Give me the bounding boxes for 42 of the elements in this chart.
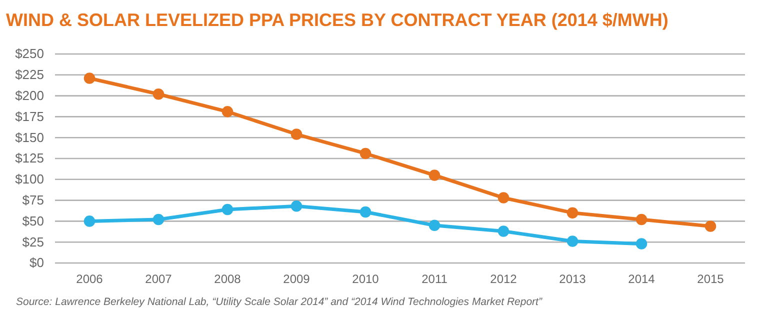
y-tick-label: $225 xyxy=(15,67,44,82)
point xyxy=(566,207,578,218)
point xyxy=(152,214,164,226)
x-tick-label: 2010 xyxy=(352,272,380,286)
x-tick-label: 2013 xyxy=(559,272,586,286)
y-tick-label: $0 xyxy=(30,255,44,270)
y-tick-label: $150 xyxy=(15,130,44,145)
point xyxy=(498,226,510,237)
x-tick-label: 2012 xyxy=(490,272,518,286)
x-tick-label: 2014 xyxy=(628,272,656,286)
point xyxy=(428,170,440,181)
y-tick-label: $175 xyxy=(15,108,44,124)
x-tick-label: 2015 xyxy=(697,272,724,286)
y-tick-label: $75 xyxy=(22,192,44,208)
y-tick-label: $250 xyxy=(15,46,44,62)
point xyxy=(498,192,510,204)
point xyxy=(290,128,302,140)
x-tick-label: 2006 xyxy=(76,272,104,286)
y-tick-label: $100 xyxy=(15,172,44,187)
y-tick-label: $50 xyxy=(22,213,44,228)
point xyxy=(222,106,234,118)
point xyxy=(152,88,164,100)
x-tick-label: 2007 xyxy=(145,272,172,286)
point xyxy=(566,236,578,247)
chart-title: WIND & SOLAR LEVELIZED PPA PRICES BY CONTRACT YEAR (2014 $/MWH) xyxy=(6,10,668,30)
point xyxy=(84,72,96,84)
point xyxy=(428,220,440,232)
point xyxy=(222,204,234,216)
point xyxy=(360,206,372,218)
y-tick-label: $125 xyxy=(15,150,44,166)
point xyxy=(290,200,302,212)
point xyxy=(360,148,372,160)
source-note: Source: Lawrence Berkeley National Lab, “Utility Scale Solar 2014” and “2014 Wind Technologies Market Report” xyxy=(16,296,542,308)
x-tick-label: 2011 xyxy=(422,272,448,286)
x-tick-label: 2009 xyxy=(283,272,310,286)
y-tick-label: $25 xyxy=(22,234,44,250)
point xyxy=(84,216,96,227)
y-tick-label: $200 xyxy=(15,88,44,103)
point xyxy=(636,214,648,226)
x-tick-label: 2008 xyxy=(214,272,242,286)
point xyxy=(704,220,716,232)
point xyxy=(636,238,648,250)
